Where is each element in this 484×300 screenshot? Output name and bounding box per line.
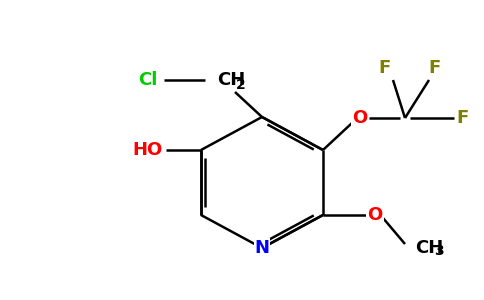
Text: F: F	[429, 59, 441, 77]
Text: CH: CH	[415, 239, 443, 257]
Text: 3: 3	[434, 244, 444, 258]
Text: F: F	[456, 109, 468, 127]
Text: Cl: Cl	[138, 71, 158, 89]
Text: 2: 2	[236, 78, 246, 92]
Text: N: N	[255, 239, 270, 257]
Text: O: O	[352, 109, 368, 127]
Text: F: F	[379, 59, 391, 77]
Text: O: O	[367, 206, 383, 224]
Text: CH: CH	[217, 71, 245, 89]
Text: HO: HO	[133, 141, 163, 159]
